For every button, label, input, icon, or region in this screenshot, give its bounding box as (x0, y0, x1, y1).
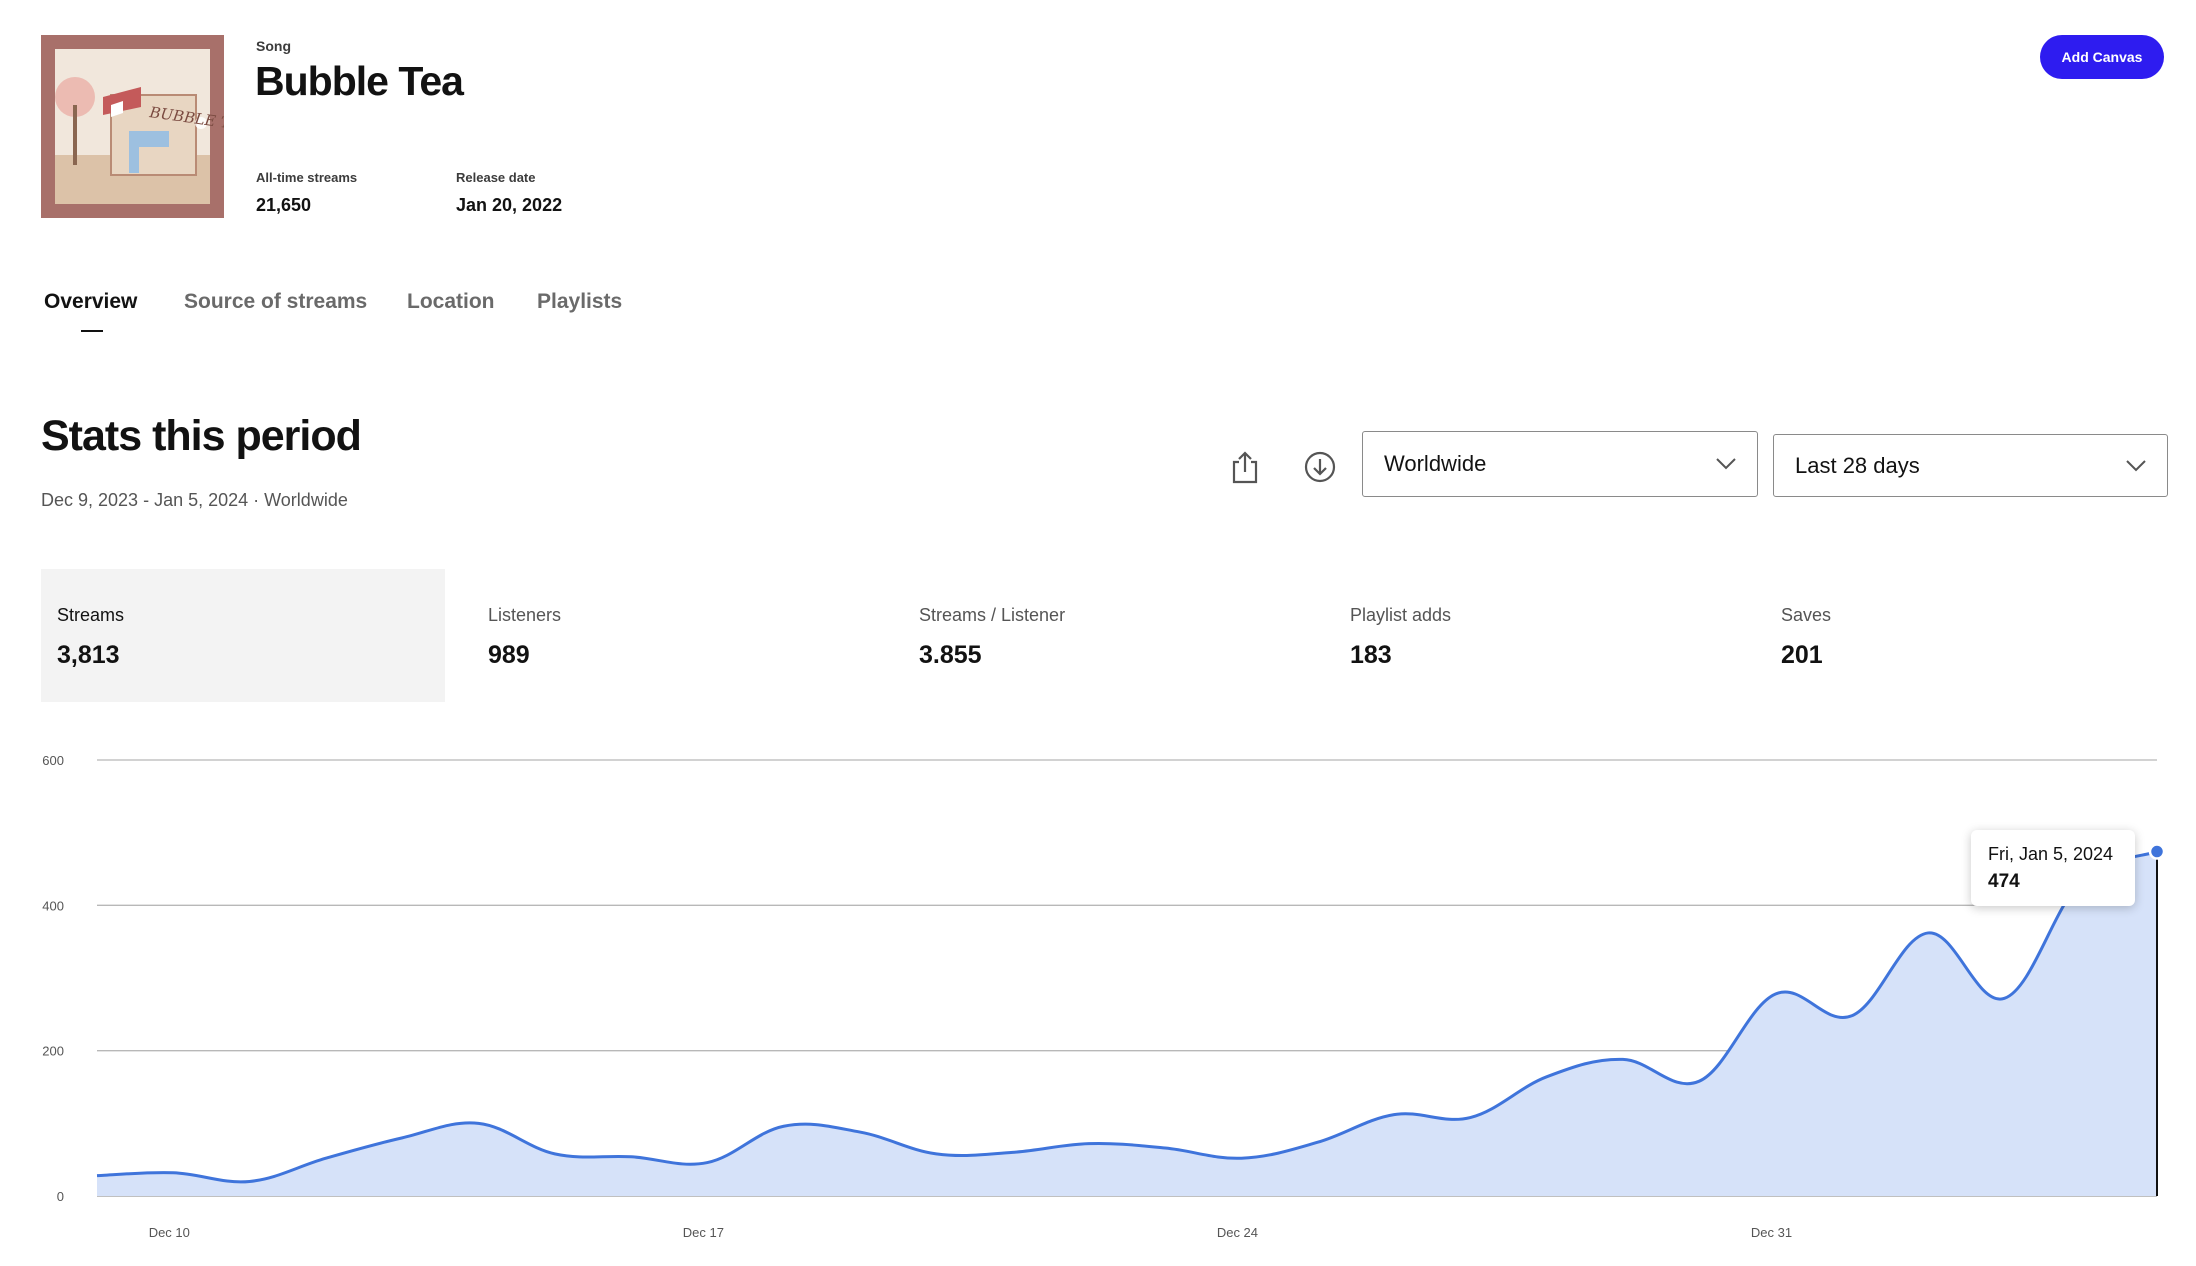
y-tick-label: 0 (57, 1189, 64, 1204)
metric-card-saves[interactable]: Saves 201 (1765, 569, 2169, 702)
tooltip-value: 474 (1988, 871, 2020, 892)
x-tick-label: Dec 10 (149, 1225, 190, 1240)
stats-period-subtitle: Dec 9, 2023 - Jan 5, 2024 · Worldwide (41, 490, 348, 510)
download-icon (1304, 451, 1336, 483)
share-icon (1232, 451, 1258, 484)
metric-label: Streams / Listener (919, 605, 1066, 625)
metric-value: 3.855 (919, 641, 982, 669)
metric-value: 201 (1781, 641, 1823, 669)
chevron-down-icon (2126, 459, 2146, 471)
release-date-label: Release date (456, 170, 536, 185)
y-tick-label: 200 (42, 1044, 64, 1059)
add-canvas-button[interactable]: Add Canvas (2040, 35, 2164, 79)
all-time-streams-value: 21,650 (256, 195, 312, 215)
active-tab-indicator (81, 330, 103, 332)
x-tick-label: Dec 17 (683, 1225, 724, 1240)
metric-label: Saves (1781, 605, 1832, 625)
tab-overview[interactable]: Overview (44, 290, 138, 313)
tab-location[interactable]: Location (407, 290, 495, 313)
all-time-streams-label: All-time streams (256, 170, 358, 185)
release-date: Release date Jan 20, 2022 (456, 170, 562, 216)
song-title: Bubble Tea (255, 58, 464, 104)
streams-chart[interactable]: 0 200 400 600 Dec 10 Dec 17 Dec 24 Dec 31 (0, 740, 2196, 1266)
date-range-select-value: Last 28 days (1795, 452, 1920, 478)
x-tick-label: Dec 31 (1751, 1225, 1792, 1240)
metric-label: Listeners (488, 605, 562, 625)
metric-value: 989 (488, 641, 530, 669)
location-select[interactable]: Worldwide (1362, 431, 1758, 497)
location-select-value: Worldwide (1384, 451, 1487, 476)
hover-data-point[interactable] (2148, 843, 2166, 860)
metric-card-listeners[interactable]: Listeners 989 (472, 569, 876, 702)
metric-card-streams-per-listener[interactable]: Streams / Listener 3.855 (903, 569, 1307, 702)
tab-playlists[interactable]: Playlists (537, 290, 623, 313)
date-range-select[interactable]: Last 28 days (1773, 434, 2168, 497)
metric-label: Playlist adds (1350, 605, 1452, 625)
y-tick-label: 600 (42, 753, 64, 768)
chevron-down-icon (1716, 458, 1736, 470)
tab-source-of-streams[interactable]: Source of streams (184, 290, 368, 313)
streams-line (96, 850, 2158, 1184)
metric-card-playlist-adds[interactable]: Playlist adds 183 (1334, 569, 1738, 702)
download-button[interactable] (1300, 447, 1340, 487)
metric-value: 3,813 (57, 641, 120, 669)
item-type-label: Song (256, 38, 291, 54)
metric-value: 183 (1350, 641, 1392, 669)
metric-card-streams[interactable]: Streams 3,813 (41, 569, 445, 702)
tooltip-date: Fri, Jan 5, 2024 (1988, 844, 2114, 864)
cover-art-illustration: BUBBLE Tea (41, 35, 224, 218)
stats-title: Stats this period (41, 412, 362, 460)
release-date-value: Jan 20, 2022 (456, 195, 563, 215)
y-tick-label: 400 (42, 898, 64, 913)
streams-area (97, 851, 2157, 1196)
cover-art: BUBBLE Tea (41, 35, 224, 218)
all-time-streams: All-time streams 21,650 (256, 170, 357, 216)
chart-tooltip: Fri, Jan 5, 2024 474 (1971, 830, 2135, 906)
x-tick-label: Dec 24 (1217, 1225, 1258, 1240)
share-button[interactable] (1225, 447, 1265, 487)
metric-label: Streams (57, 605, 125, 625)
